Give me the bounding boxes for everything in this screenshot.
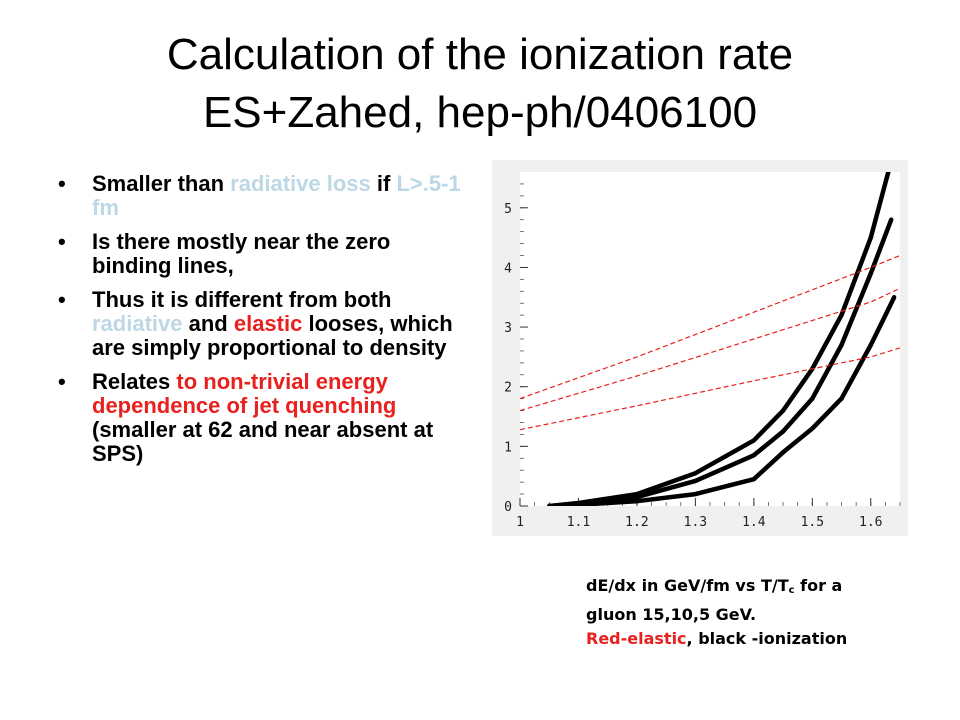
plot-area bbox=[520, 172, 900, 506]
y-tick-label: 2 bbox=[504, 381, 512, 396]
caption-line-1: dE/dx in GeV/fm vs T/Tc for a bbox=[586, 576, 843, 596]
series-point bbox=[780, 408, 786, 413]
bullet-text-segment: Smaller than bbox=[92, 171, 231, 196]
series-point bbox=[547, 503, 552, 506]
bullet-text-segment: radiative loss bbox=[230, 171, 371, 196]
series-point bbox=[780, 450, 786, 455]
series-point bbox=[576, 502, 581, 506]
bullet-text-segment: Is there mostly near the zero binding li… bbox=[92, 229, 391, 278]
bullet-text-segment: looses, which are simply proportional to… bbox=[92, 311, 453, 360]
series-point bbox=[693, 470, 698, 476]
bullet-text-segment: to non-trivial energy dependence of jet … bbox=[92, 369, 397, 418]
caption-line-3: Red-elastic, black -ionization bbox=[586, 629, 848, 648]
series-point bbox=[810, 426, 815, 431]
series-point bbox=[891, 295, 897, 300]
x-tick-label: 1.1 bbox=[567, 515, 590, 530]
bullet-item: • Smaller than radiative loss if L>.5-1 f… bbox=[58, 172, 468, 220]
x-tick-label: 1.5 bbox=[801, 515, 824, 530]
series-point bbox=[810, 396, 815, 401]
bullet-text-segment: elastic bbox=[233, 311, 303, 336]
elastic-series-line bbox=[520, 287, 900, 412]
title-line-2: ES+Zahed, hep-ph/0406100 bbox=[202, 88, 758, 137]
x-tick-label: 1.2 bbox=[625, 515, 648, 530]
series-point bbox=[693, 478, 698, 484]
bullet-item: • Is there mostly near the zero binding l… bbox=[58, 230, 468, 278]
chart-caption: dE/dx in GeV/fm vs T/Tc for a gluon 15,1… bbox=[586, 574, 956, 651]
series-point bbox=[839, 312, 844, 318]
y-tick-label: 3 bbox=[504, 321, 512, 336]
bullet-list: • Smaller than radiative loss if L>.5-1 f… bbox=[58, 172, 468, 476]
series-point bbox=[751, 476, 757, 482]
series-point bbox=[886, 172, 891, 175]
bullet-dot-icon: • bbox=[58, 287, 66, 312]
elastic-series-line bbox=[520, 254, 900, 400]
series-point bbox=[693, 491, 698, 497]
ionization-series-line bbox=[549, 296, 897, 506]
series-point bbox=[868, 235, 873, 240]
series-point bbox=[634, 499, 640, 504]
bullet-text-segment: L>.5-1 fm bbox=[92, 171, 461, 220]
bullet-text-segment: Thus it is different from both bbox=[92, 287, 392, 312]
series-point bbox=[751, 453, 757, 458]
bullet-dot-icon: • bbox=[58, 171, 66, 196]
series-point bbox=[780, 429, 786, 434]
bullet-item: • Thus it is different from both radiativ… bbox=[58, 288, 468, 360]
bullet-text-segment: Relates bbox=[92, 369, 177, 394]
slide-title: Calculation of the ionization rate ES+Za… bbox=[0, 26, 960, 142]
ionization-series-line bbox=[549, 218, 894, 506]
series-point bbox=[839, 396, 844, 401]
x-tick-label: 1.3 bbox=[684, 515, 707, 530]
title-line-1: Calculation of the ionization rate bbox=[166, 30, 794, 79]
x-tick-label: 1 bbox=[516, 515, 524, 530]
bullet-text-segment: and bbox=[182, 311, 234, 336]
bullet-text-segment: if bbox=[370, 171, 397, 196]
x-tick-label: 1.6 bbox=[859, 515, 882, 530]
series-point bbox=[751, 438, 757, 443]
series-point bbox=[868, 271, 873, 276]
bullet-dot-icon: • bbox=[58, 369, 66, 394]
series-point bbox=[868, 342, 873, 348]
y-tick-label: 4 bbox=[504, 261, 512, 276]
caption-line-2: gluon 15,10,5 GeV. bbox=[586, 605, 757, 624]
bullet-text-segment: radiative bbox=[92, 311, 183, 336]
series-point bbox=[889, 217, 894, 222]
y-tick-label: 0 bbox=[504, 500, 512, 515]
y-tick-label: 1 bbox=[504, 440, 512, 455]
series-point bbox=[634, 494, 640, 500]
bullet-dot-icon: • bbox=[58, 229, 66, 254]
elastic-series-line bbox=[520, 347, 900, 431]
bullet-item: • Relates to non-trivial energy dependenc… bbox=[58, 370, 468, 466]
x-tick-label: 1.4 bbox=[742, 515, 766, 530]
bullet-text-segment: (smaller at 62 and near absent at SPS) bbox=[92, 417, 434, 466]
y-tick-label: 5 bbox=[504, 202, 512, 217]
series-point bbox=[839, 342, 844, 348]
